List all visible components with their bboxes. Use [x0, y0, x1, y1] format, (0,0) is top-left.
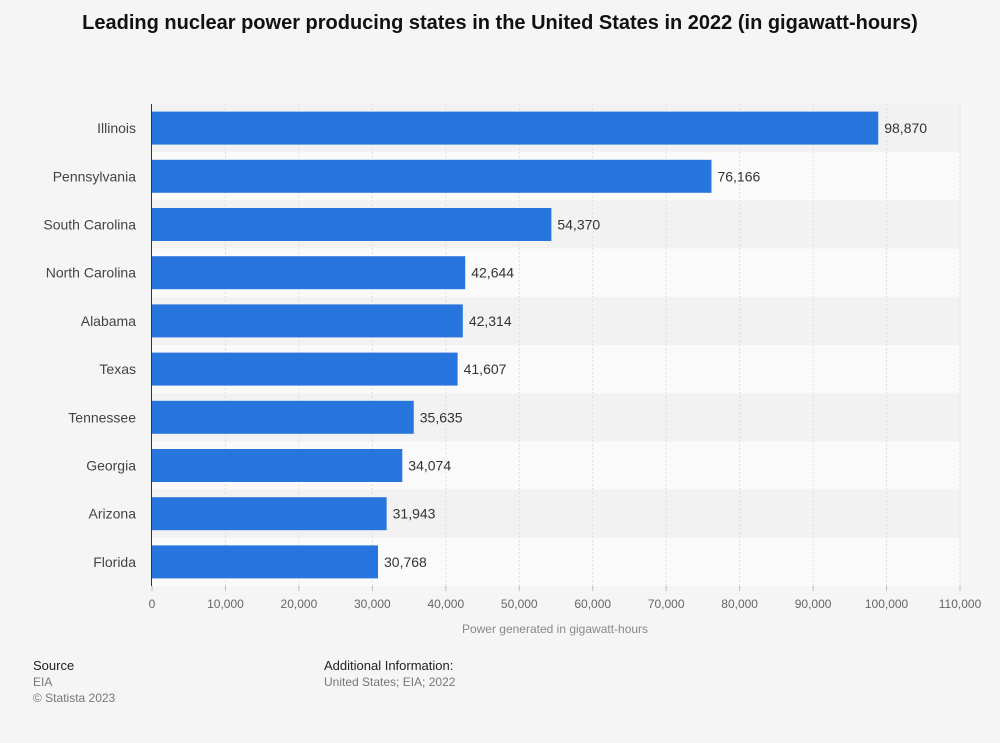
- x-tick-label: 40,000: [427, 597, 464, 611]
- category-label: Florida: [93, 554, 136, 570]
- x-tick-label: 100,000: [865, 597, 909, 611]
- chart-title: Leading nuclear power producing states i…: [82, 12, 918, 34]
- bar[interactable]: [152, 497, 387, 531]
- x-tick-label: 10,000: [207, 597, 244, 611]
- x-tick-label: 30,000: [354, 597, 391, 611]
- category-label: Pennsylvania: [53, 168, 136, 184]
- copyright: © Statista 2023: [33, 691, 116, 705]
- value-labels: 98,870 76,166 54,370 42,644 42,314 41,607 35,6…: [384, 120, 927, 570]
- bar[interactable]: [152, 208, 552, 241]
- bar[interactable]: [152, 545, 379, 579]
- bar[interactable]: [152, 449, 403, 482]
- x-tick-label: 60,000: [574, 597, 611, 611]
- value-label: 31,943: [393, 506, 436, 522]
- value-label: 41,607: [464, 361, 507, 377]
- category-label: Texas: [99, 361, 136, 377]
- value-label: 34,074: [408, 458, 451, 474]
- x-tick-label: 0: [149, 597, 156, 611]
- x-tick-label: 80,000: [721, 597, 758, 611]
- value-label: 35,635: [420, 409, 463, 425]
- value-label: 98,870: [884, 120, 927, 136]
- category-label: Illinois: [97, 120, 136, 136]
- x-tick-label: 50,000: [501, 597, 538, 611]
- category-labels: Illinois Pennsylvania South Carolina North …: [43, 120, 136, 570]
- x-tick-label: 20,000: [281, 597, 318, 611]
- category-label: Alabama: [81, 313, 136, 329]
- source-value: EIA: [33, 675, 53, 689]
- additional-info-value: United States; EIA; 2022: [324, 675, 456, 689]
- value-label: 42,644: [471, 265, 514, 281]
- x-tick-label: 90,000: [795, 597, 832, 611]
- bars: [152, 111, 879, 579]
- x-axis-label: Power generated in gigawatt-hours: [462, 622, 648, 636]
- bar[interactable]: [152, 256, 466, 290]
- category-label: Tennessee: [68, 409, 136, 425]
- bar[interactable]: [152, 304, 463, 338]
- value-label: 76,166: [717, 168, 760, 184]
- value-label: 42,314: [469, 313, 512, 329]
- additional-info-heading: Additional Information:: [324, 658, 454, 673]
- category-label: Arizona: [89, 506, 137, 522]
- value-label: 54,370: [557, 217, 600, 233]
- category-label: North Carolina: [46, 265, 136, 281]
- bar[interactable]: [152, 159, 712, 193]
- value-label: 30,768: [384, 554, 427, 570]
- bar[interactable]: [152, 111, 879, 145]
- category-label: Georgia: [86, 458, 136, 474]
- bar[interactable]: [152, 352, 458, 386]
- x-tick-label: 110,000: [939, 597, 982, 611]
- additional-info-block: Additional Information: United States; E…: [324, 658, 455, 690]
- category-label: South Carolina: [43, 217, 136, 233]
- x-tick-labels: 0 10,000 20,000 30,000 40,000 50,000 60,000 70,…: [149, 597, 982, 611]
- source-heading: Source: [33, 658, 75, 673]
- bar[interactable]: [152, 400, 414, 434]
- source-block: Source EIA © Statista 2023: [33, 658, 115, 706]
- x-tick-label: 70,000: [648, 597, 685, 611]
